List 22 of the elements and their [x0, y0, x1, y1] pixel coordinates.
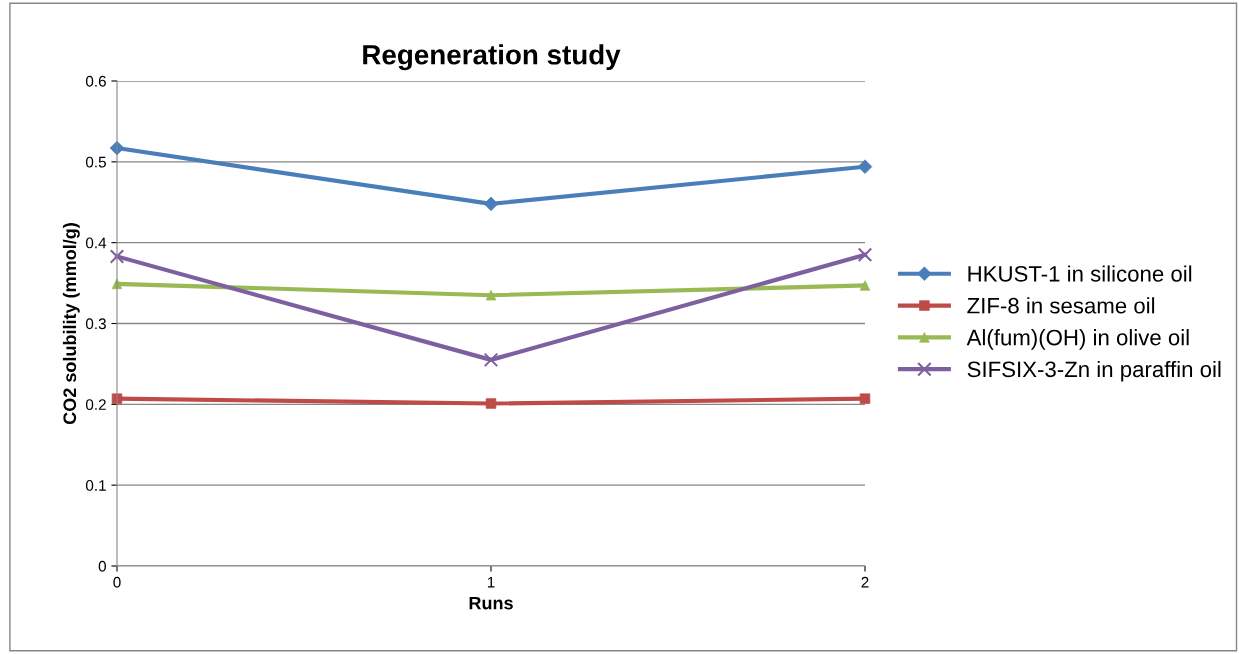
- y-tick-label: 0.2: [85, 399, 106, 411]
- point: [483, 196, 499, 212]
- y-tick-label: 0: [98, 560, 106, 572]
- point: [109, 249, 125, 264]
- legend-label: SIFSIX-3-Zn in paraffin oil: [967, 360, 1221, 382]
- y-tick-label: 0.5: [85, 156, 106, 168]
- point: [859, 393, 871, 404]
- x-tick-label: 0: [113, 576, 121, 588]
- y-tick-label: 0.4: [85, 237, 107, 249]
- legend-label: ZIF-8 in sesame oil: [967, 297, 1155, 314]
- x-axis-title: Runs: [469, 596, 513, 610]
- legend-label: Al(fum)(OH) in olive oil: [966, 329, 1189, 350]
- chart-title: Regeneration study: [363, 44, 621, 71]
- x-tick-label: 1: [487, 576, 495, 588]
- legend-label: HKUST-1 in silicone oil: [968, 265, 1192, 282]
- y-axis-title: CO2 solubility (mmol/g): [62, 223, 80, 425]
- y-tick-label: 0.6: [85, 75, 106, 87]
- x-tick-label: 2: [861, 576, 869, 588]
- point: [857, 247, 873, 263]
- point: [483, 352, 499, 368]
- y-tick-label: 0.1: [85, 480, 106, 491]
- y-tick-label: 0.3: [85, 318, 106, 330]
